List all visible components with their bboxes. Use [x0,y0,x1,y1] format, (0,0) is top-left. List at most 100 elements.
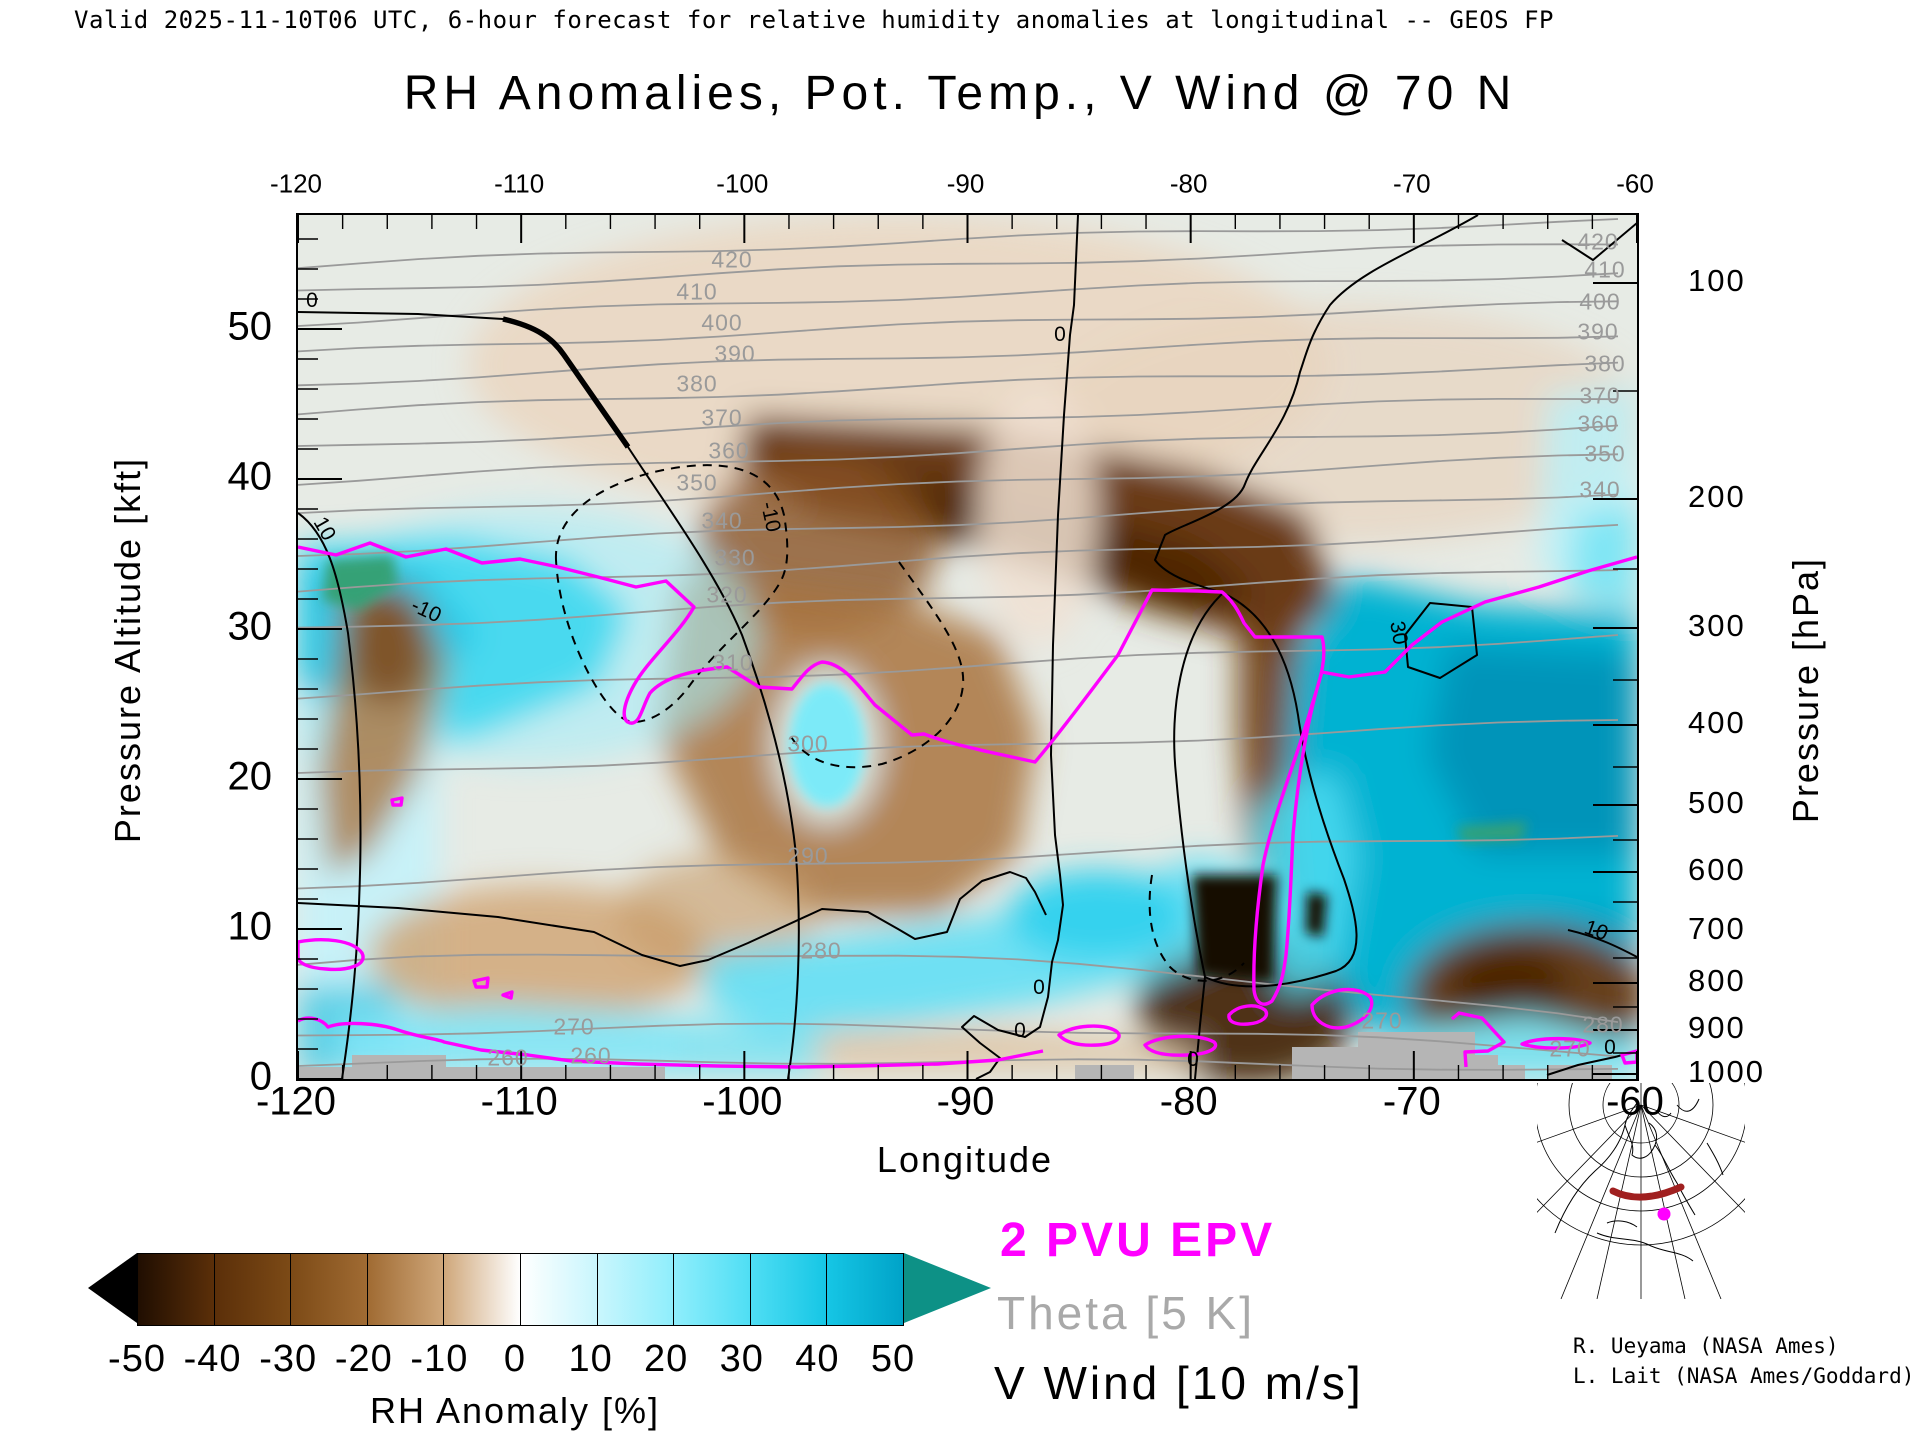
x-axis-title: Longitude [876,1139,1054,1180]
theta-label-300: 300 [787,730,829,757]
legend-theta: Theta [5 K] [997,1287,1256,1339]
x-tick-bottom: -70 [1382,1079,1441,1124]
theta-label-420: 420 [1577,228,1619,255]
colorbar-under-arrow [88,1253,137,1323]
credit-line-2: L. Lait (NASA Ames/Goddard) [1573,1364,1915,1388]
theta-label-270: 270 [1549,1035,1591,1062]
y-tick-hpa: 100 [1688,263,1746,298]
theta-label-330: 330 [714,544,756,571]
theta-label-350: 350 [676,469,718,496]
terrain-silhouette [298,1032,1612,1079]
x-tick-bottom: -100 [702,1079,783,1124]
colorbar-segment [749,1253,827,1326]
theta-label-320: 320 [706,581,748,608]
colorbar-over-arrow [903,1253,991,1323]
theta-label-270: 270 [553,1013,595,1040]
cross-section-plot: 420 420 410 410 400 400 390 390 380 380 370 370 360 3… [296,213,1639,1081]
legend-epv: 2 PVU EPV [1000,1214,1276,1267]
theta-contour-350 [298,453,1619,514]
theta-label-380: 380 [1584,350,1626,377]
epv-2pvu-contour [298,541,1637,1069]
theta-contour-360 [298,424,1619,486]
y-tick-kft: 0 [249,1054,272,1099]
x-tick-bottom: -60 [1606,1079,1664,1124]
theta-label-370: 370 [1579,382,1621,409]
v-wind-contours [298,215,1637,1079]
colorbar-segment [443,1253,520,1326]
location-inset-map [1537,1083,1745,1299]
x-tick-bottom: -110 [480,1079,558,1124]
axis-ticks [298,215,1637,1079]
y-tick-kft: 50 [227,304,273,349]
y-axis-right-title: Pressure [hPa] [1785,556,1826,824]
y-tick-hpa: 300 [1688,608,1746,643]
vwind-label: 0 [1014,1019,1026,1042]
vwind-label: 0 [306,289,318,312]
theta-label-260: 260 [487,1044,529,1071]
colorbar-tick-label: 20 [644,1338,689,1380]
location-dot [1657,1207,1671,1221]
colorbar-segment [673,1253,750,1326]
y-tick-hpa: 500 [1688,785,1746,820]
theta-contour-310 [298,634,1619,700]
y-tick-hpa: 200 [1688,479,1746,514]
theta-contour-390 [298,335,1619,387]
y-tick-hpa: 900 [1688,1010,1746,1045]
colorbar [88,1253,991,1326]
legend-vwind: V Wind [10 m/s] [994,1357,1364,1409]
coastlines [1554,1098,1724,1262]
x-tick-bottom: -120 [255,1079,337,1124]
theta-contour-270 [298,1022,1619,1058]
page-title: RH Anomalies, Pot. Temp., V Wind @ 70 N [403,67,1517,120]
theta-label-410: 410 [1584,256,1626,283]
colorbar-tick-label: -20 [334,1338,393,1380]
vwind-label: 0 [1187,1048,1199,1071]
theta-label-400: 400 [1579,288,1621,315]
y-tick-hpa: 600 [1688,852,1746,887]
theta-contour-420 [298,243,1619,292]
theta-contour-320 [298,569,1619,629]
theta-label-420: 420 [711,246,753,273]
x-tick-top: -120 [269,168,323,199]
colorbar-tick-label: -30 [259,1338,318,1380]
y-tick-kft: 20 [227,754,273,799]
y-tick-hpa: 700 [1688,911,1746,946]
theta-label-410: 410 [676,278,718,305]
theta-contour-280 [298,953,1619,1023]
colorbar-tick-label: -10 [410,1338,469,1380]
theta-label-350: 350 [1584,440,1626,467]
colorbar-tick-label: 10 [568,1338,613,1380]
theta-label-260: 260 [570,1042,612,1069]
colorbar-segment [137,1253,214,1326]
colorbar-tick-label: -50 [108,1338,166,1380]
x-tick-top: -60 [1616,168,1654,199]
x-tick-top: -80 [1169,168,1208,199]
theta-contour-290 [298,835,1619,890]
theta-label-360: 360 [1577,410,1619,437]
theta-contour-410 [298,272,1619,327]
theta-contour-330 [298,524,1619,593]
theta-label-310: 310 [712,649,754,676]
theta-label-380: 380 [676,370,718,397]
theta-contour-430 [298,218,1619,270]
credit-line-1: R. Ueyama (NASA Ames) [1573,1334,1839,1358]
rh-anomaly-shading [298,215,1637,1079]
theta-contour-340 [298,493,1619,557]
theta-label-340: 340 [1579,476,1621,503]
colorbar-segment [290,1253,367,1326]
theta-label-280: 280 [1582,1011,1624,1038]
theta-label-390: 390 [1577,318,1619,345]
colorbar-segment [366,1253,444,1326]
colorbar-segment [596,1253,674,1326]
theta-label-360: 360 [708,437,750,464]
colorbar-segment [519,1253,597,1326]
vwind-label: 0 [1054,323,1066,346]
x-tick-bottom: -80 [1159,1079,1218,1124]
theta-label-280: 280 [800,937,842,964]
y-tick-hpa: 800 [1688,963,1746,998]
vwind-label: 0 [1033,976,1045,999]
theta-contour-400 [298,300,1619,353]
valid-time-line: Valid 2025-11-10T06 UTC, 6-hour forecast… [74,6,1554,34]
y-tick-hpa: 1000 [1688,1054,1765,1089]
theta-label-390: 390 [714,340,756,367]
